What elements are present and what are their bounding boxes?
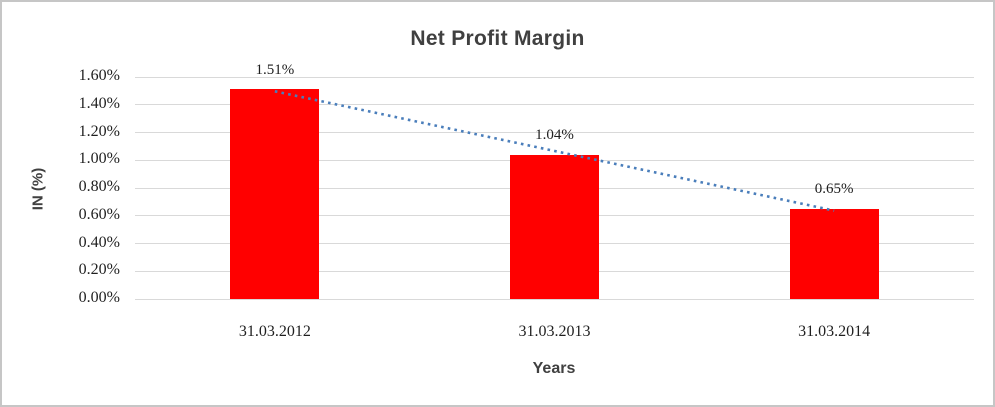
- x-axis-title: Years: [532, 360, 576, 377]
- x-tick-label: 31.03.2013: [518, 323, 591, 340]
- plot-area: 1.51% 1.04% 0.65%: [135, 62, 974, 300]
- x-tick-label: 31.03.2014: [798, 323, 871, 340]
- gridline: [135, 76, 974, 78]
- y-tick-label: 1.20%: [78, 122, 120, 140]
- trendline: [274, 90, 835, 212]
- gridline: [135, 104, 974, 106]
- y-tick-label: 1.40%: [78, 94, 120, 112]
- chart-title: Net Profit Margin: [410, 27, 585, 50]
- trendline-line: [274, 90, 835, 212]
- y-tick-label: 0.20%: [78, 261, 120, 279]
- bar-value-label: 1.04%: [535, 126, 574, 143]
- bar-value-label: 0.65%: [814, 180, 854, 197]
- y-tick-label: 0.80%: [78, 178, 120, 195]
- gridline: [135, 132, 974, 133]
- y-tick-label: 1.60%: [78, 67, 120, 84]
- y-tick-label: 0.40%: [78, 233, 120, 251]
- y-tick-label: 0.00%: [78, 289, 120, 306]
- bar-31.03.2013: [510, 154, 599, 299]
- x-tick-label: 31.03.2012: [238, 323, 311, 340]
- gridline: [135, 298, 974, 300]
- bar-value-label: 1.51%: [255, 61, 295, 78]
- y-tick-label: 0.60%: [78, 205, 120, 223]
- bar-31.03.2014: [789, 208, 879, 299]
- bar-31.03.2012: [230, 89, 320, 299]
- y-tick-label: 1.00%: [78, 150, 120, 168]
